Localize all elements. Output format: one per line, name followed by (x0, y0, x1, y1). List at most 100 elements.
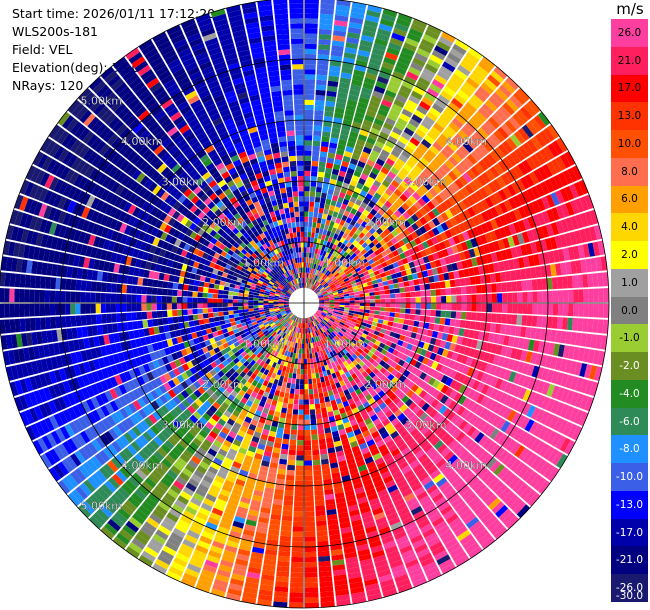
ray-gate (174, 359, 182, 368)
ray-gate (172, 527, 186, 539)
ray-gate (358, 177, 366, 186)
ray-gate (358, 374, 365, 381)
ray-gate (239, 364, 246, 371)
ray-gate (368, 443, 378, 452)
ray-gate (458, 384, 467, 394)
ray-gate (324, 263, 329, 269)
ray-gate (355, 433, 364, 441)
ray-gate (365, 583, 380, 592)
ray-gate (149, 513, 163, 525)
ray-gate (183, 408, 193, 418)
ray-gate (556, 137, 568, 153)
ray-gate (483, 78, 498, 91)
ray-gate (173, 480, 185, 491)
ray-gate (394, 209, 402, 218)
ray-gate (104, 378, 114, 390)
ray-gate (290, 434, 297, 440)
ray-gate (348, 326, 354, 331)
ray-gate (245, 519, 257, 527)
ray-gate (154, 350, 162, 359)
ray-gate (96, 369, 105, 381)
ray-gate (400, 416, 410, 426)
ray-gate (597, 350, 606, 366)
ray-gate (419, 216, 428, 226)
ray-gate (456, 261, 463, 270)
ray-gate (307, 317, 310, 323)
ray-gate (552, 290, 559, 303)
ray-gate (408, 118, 420, 128)
ray-gate (454, 344, 461, 353)
ray-gate (390, 430, 400, 440)
ray-gate (48, 467, 61, 482)
ray-gate (413, 201, 423, 210)
ray-gate (603, 288, 609, 303)
ray-gate (389, 131, 401, 140)
ray-gate (327, 447, 336, 454)
ray-gate (434, 282, 441, 289)
ray-gate (555, 263, 562, 276)
ray-gate (345, 426, 353, 434)
ray-gate (114, 490, 127, 503)
ray-gate (424, 29, 440, 40)
ray-gate (318, 571, 332, 578)
ray-gate (265, 314, 271, 318)
ray-gate (427, 210, 436, 220)
ray-gate (343, 150, 353, 158)
ray-gate (381, 338, 388, 345)
ray-gate (304, 48, 317, 55)
ray-gate (518, 447, 530, 461)
ray-gate (552, 303, 559, 316)
ray-gate (317, 64, 329, 71)
ray-gate (128, 330, 135, 340)
ray-gate (467, 496, 481, 508)
ray-gate (453, 270, 460, 279)
ray-gate (380, 303, 386, 307)
ray-gate (413, 418, 423, 428)
ray-gate (383, 285, 390, 290)
ray-gate (282, 365, 287, 372)
ray-gate (372, 256, 379, 263)
ray-gate (302, 338, 304, 344)
ray-gate (381, 498, 393, 507)
ray-gate (262, 564, 276, 571)
ray-gate (365, 393, 373, 401)
ray-gate (456, 295, 462, 303)
ray-gate (531, 200, 541, 213)
ray-gate (468, 181, 479, 192)
ray-gate (107, 518, 121, 532)
ray-gate (415, 378, 424, 387)
ray-gate (527, 303, 533, 315)
ray-gate (211, 426, 221, 435)
ray-gate (383, 344, 390, 351)
ray-gate (123, 463, 135, 475)
ray-gate (389, 268, 396, 275)
ray-gate (377, 319, 384, 324)
ray-gate (177, 365, 185, 374)
ray-gate (254, 326, 260, 331)
ray-gate (508, 371, 517, 383)
ray-gate (343, 448, 353, 456)
ray-gate (352, 366, 359, 373)
ray-gate (267, 319, 274, 324)
ray-gate (122, 524, 136, 537)
ray-gate (349, 179, 358, 187)
ray-gate (331, 315, 337, 320)
ray-gate (485, 169, 496, 181)
ray-gate (382, 280, 389, 286)
ray-gate (551, 207, 560, 221)
ray-gate (422, 342, 430, 350)
ray-gate (359, 129, 369, 137)
ray-gate (336, 333, 342, 339)
ray-gate (511, 314, 518, 325)
ray-gate (310, 242, 314, 248)
ray-gate (313, 253, 317, 259)
ray-gate (315, 289, 320, 294)
ray-gate (349, 333, 356, 339)
ray-gate (163, 473, 175, 484)
ray-gate (430, 197, 440, 207)
ray-gate (299, 399, 304, 405)
ray-gate (367, 386, 375, 394)
ray-gate (285, 418, 292, 425)
ray-gate (191, 473, 202, 484)
ray-gate (339, 237, 346, 244)
